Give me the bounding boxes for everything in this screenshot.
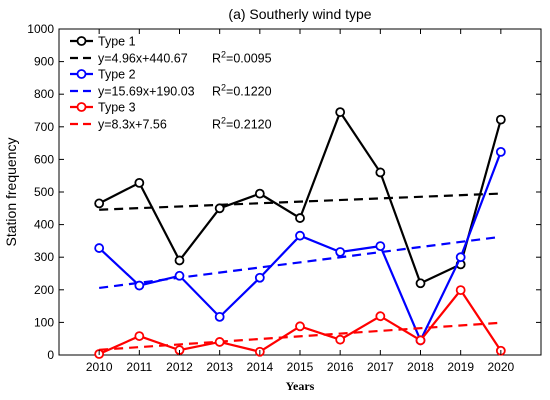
data-point-3-2013 bbox=[214, 337, 225, 347]
data-point-2-2017 bbox=[375, 241, 386, 252]
legend-label-2: Type 2 bbox=[98, 68, 136, 82]
data-point-2-2011 bbox=[134, 280, 145, 291]
data-point-3-2016 bbox=[335, 334, 346, 345]
data-point-1-2010 bbox=[94, 198, 105, 209]
data-point-1-2018 bbox=[415, 278, 426, 289]
x-tick-label-9: 2019 bbox=[447, 360, 474, 374]
y-axis: 0 100 200 300 400 500 600 700 800 900 1000 bbox=[27, 22, 541, 362]
data-point-1-2020 bbox=[495, 114, 506, 125]
legend-label-1: Type 1 bbox=[98, 35, 136, 49]
y-tick-label-6: 600 bbox=[34, 152, 54, 166]
data-point-2-2019 bbox=[455, 252, 466, 263]
data-point-3-2017 bbox=[375, 311, 386, 322]
legend-marker-3 bbox=[76, 102, 87, 112]
y-tick-label-1: 100 bbox=[34, 315, 54, 329]
legend-trend-equation-1: y=4.96x+440.67 bbox=[98, 52, 188, 66]
y-tick-label-2: 200 bbox=[34, 283, 54, 297]
data-point-3-2018 bbox=[415, 335, 426, 346]
legend-label-3: Type 3 bbox=[98, 101, 136, 115]
series-3 bbox=[94, 285, 506, 359]
data-point-2-2014 bbox=[254, 272, 265, 283]
legend: Type 1 y=4.96x+440.67 R2=0.0095 Type 2 y=15.… bbox=[70, 35, 272, 132]
legend-marker-2 bbox=[76, 69, 87, 79]
y-tick-label-4: 400 bbox=[34, 218, 54, 232]
x-axis-title: Years bbox=[286, 379, 315, 393]
x-tick-label-0: 2010 bbox=[86, 360, 113, 374]
legend-trend-r2-1: R2=0.0095 bbox=[212, 50, 272, 66]
data-point-1-2013 bbox=[214, 203, 225, 214]
x-axis: 2010 2011 2012 2013 2014 2015 2016 2017 2018 2019… bbox=[86, 29, 515, 374]
y-tick-label-9: 900 bbox=[34, 55, 54, 69]
y-tick-label-0: 0 bbox=[47, 348, 54, 362]
data-point-2-2012 bbox=[174, 270, 185, 281]
x-tick-label-10: 2020 bbox=[487, 360, 514, 374]
data-point-1-2012 bbox=[174, 255, 185, 266]
x-tick-label-1: 2011 bbox=[126, 360, 152, 374]
data-point-3-2011 bbox=[134, 331, 145, 341]
series-line-1 bbox=[98, 109, 502, 285]
legend-trend-r2-3: R2=0.2120 bbox=[212, 116, 272, 132]
y-tick-label-10: 1000 bbox=[27, 22, 54, 36]
data-point-1-2015 bbox=[295, 213, 305, 223]
data-point-2-2010 bbox=[94, 243, 105, 253]
data-point-1-2014 bbox=[254, 188, 265, 199]
x-tick-label-8: 2018 bbox=[407, 360, 434, 374]
series-2 bbox=[94, 147, 506, 346]
x-tick-label-4: 2014 bbox=[246, 360, 273, 374]
plot-area bbox=[58, 28, 542, 359]
data-point-2-2015 bbox=[295, 230, 305, 241]
data-point-3-2019 bbox=[455, 285, 466, 296]
y-tick-label-5: 500 bbox=[34, 185, 54, 199]
data-point-2-2016 bbox=[335, 247, 346, 257]
y-tick-label-8: 800 bbox=[34, 87, 54, 101]
x-tick-label-2: 2012 bbox=[166, 360, 193, 374]
x-tick-label-7: 2017 bbox=[367, 360, 394, 374]
series-line-2 bbox=[98, 151, 502, 343]
y-tick-label-3: 300 bbox=[34, 250, 54, 264]
trend-line-1 bbox=[99, 192, 501, 211]
legend-trend-r2-2: R2=0.1220 bbox=[212, 83, 272, 99]
y-axis-title: Station frequency bbox=[3, 138, 19, 247]
data-point-3-2015 bbox=[295, 321, 305, 332]
x-tick-label-3: 2013 bbox=[206, 360, 233, 374]
data-point-1-2011 bbox=[134, 177, 145, 188]
legend-trend-equation-2: y=15.69x+190.03 bbox=[98, 85, 195, 99]
data-point-2-2020 bbox=[495, 147, 506, 157]
data-point-2-2013 bbox=[214, 311, 225, 322]
legend-trend-equation-3: y=8.3x+7.56 bbox=[98, 118, 167, 132]
chart-title: (a) Southerly wind type bbox=[228, 6, 371, 22]
legend-marker-1 bbox=[76, 36, 87, 46]
x-tick-label-6: 2016 bbox=[327, 360, 354, 374]
data-point-1-2017 bbox=[375, 167, 386, 178]
data-point-1-2016 bbox=[335, 107, 346, 118]
x-tick-label-5: 2015 bbox=[287, 360, 314, 374]
y-tick-label-7: 700 bbox=[34, 120, 54, 134]
series-1 bbox=[94, 107, 506, 289]
